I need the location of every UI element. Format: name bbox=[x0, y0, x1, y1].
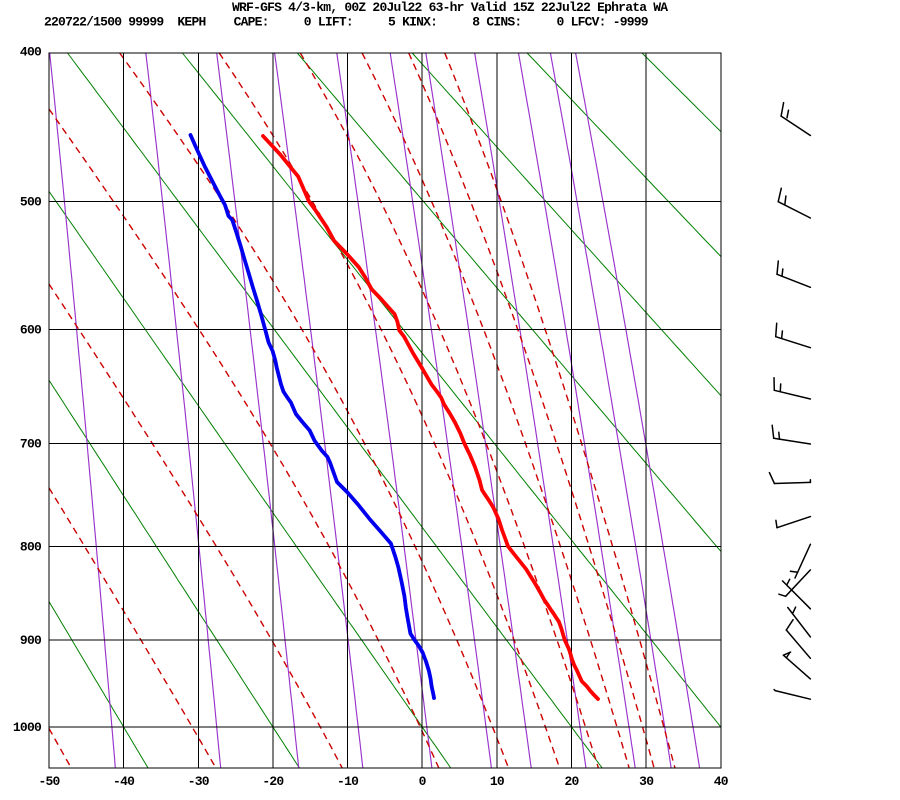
svg-text:700: 700 bbox=[20, 437, 42, 452]
svg-text:900: 900 bbox=[20, 633, 42, 648]
svg-text:20: 20 bbox=[564, 774, 579, 789]
svg-text:WRF-GFS 4/3-km, 00Z 20Jul22 63: WRF-GFS 4/3-km, 00Z 20Jul22 63-hr Valid … bbox=[232, 0, 668, 15]
svg-text:30: 30 bbox=[639, 774, 654, 789]
svg-text:-20: -20 bbox=[262, 774, 284, 789]
svg-text:0: 0 bbox=[419, 774, 427, 789]
svg-text:40: 40 bbox=[714, 774, 729, 789]
svg-text:220722/1500 99999 KEPH CAP: 220722/1500 99999 KEPH CAPE: 0 LIFT: 5 K… bbox=[44, 15, 649, 30]
svg-text:1000: 1000 bbox=[13, 720, 42, 735]
svg-text:-30: -30 bbox=[188, 774, 210, 789]
svg-text:-10: -10 bbox=[337, 774, 359, 789]
svg-text:-40: -40 bbox=[113, 774, 135, 789]
svg-text:800: 800 bbox=[20, 539, 42, 554]
svg-text:10: 10 bbox=[490, 774, 505, 789]
svg-text:600: 600 bbox=[20, 323, 42, 338]
svg-text:-50: -50 bbox=[38, 774, 60, 789]
svg-text:400: 400 bbox=[20, 44, 42, 59]
svg-text:500: 500 bbox=[20, 194, 42, 209]
